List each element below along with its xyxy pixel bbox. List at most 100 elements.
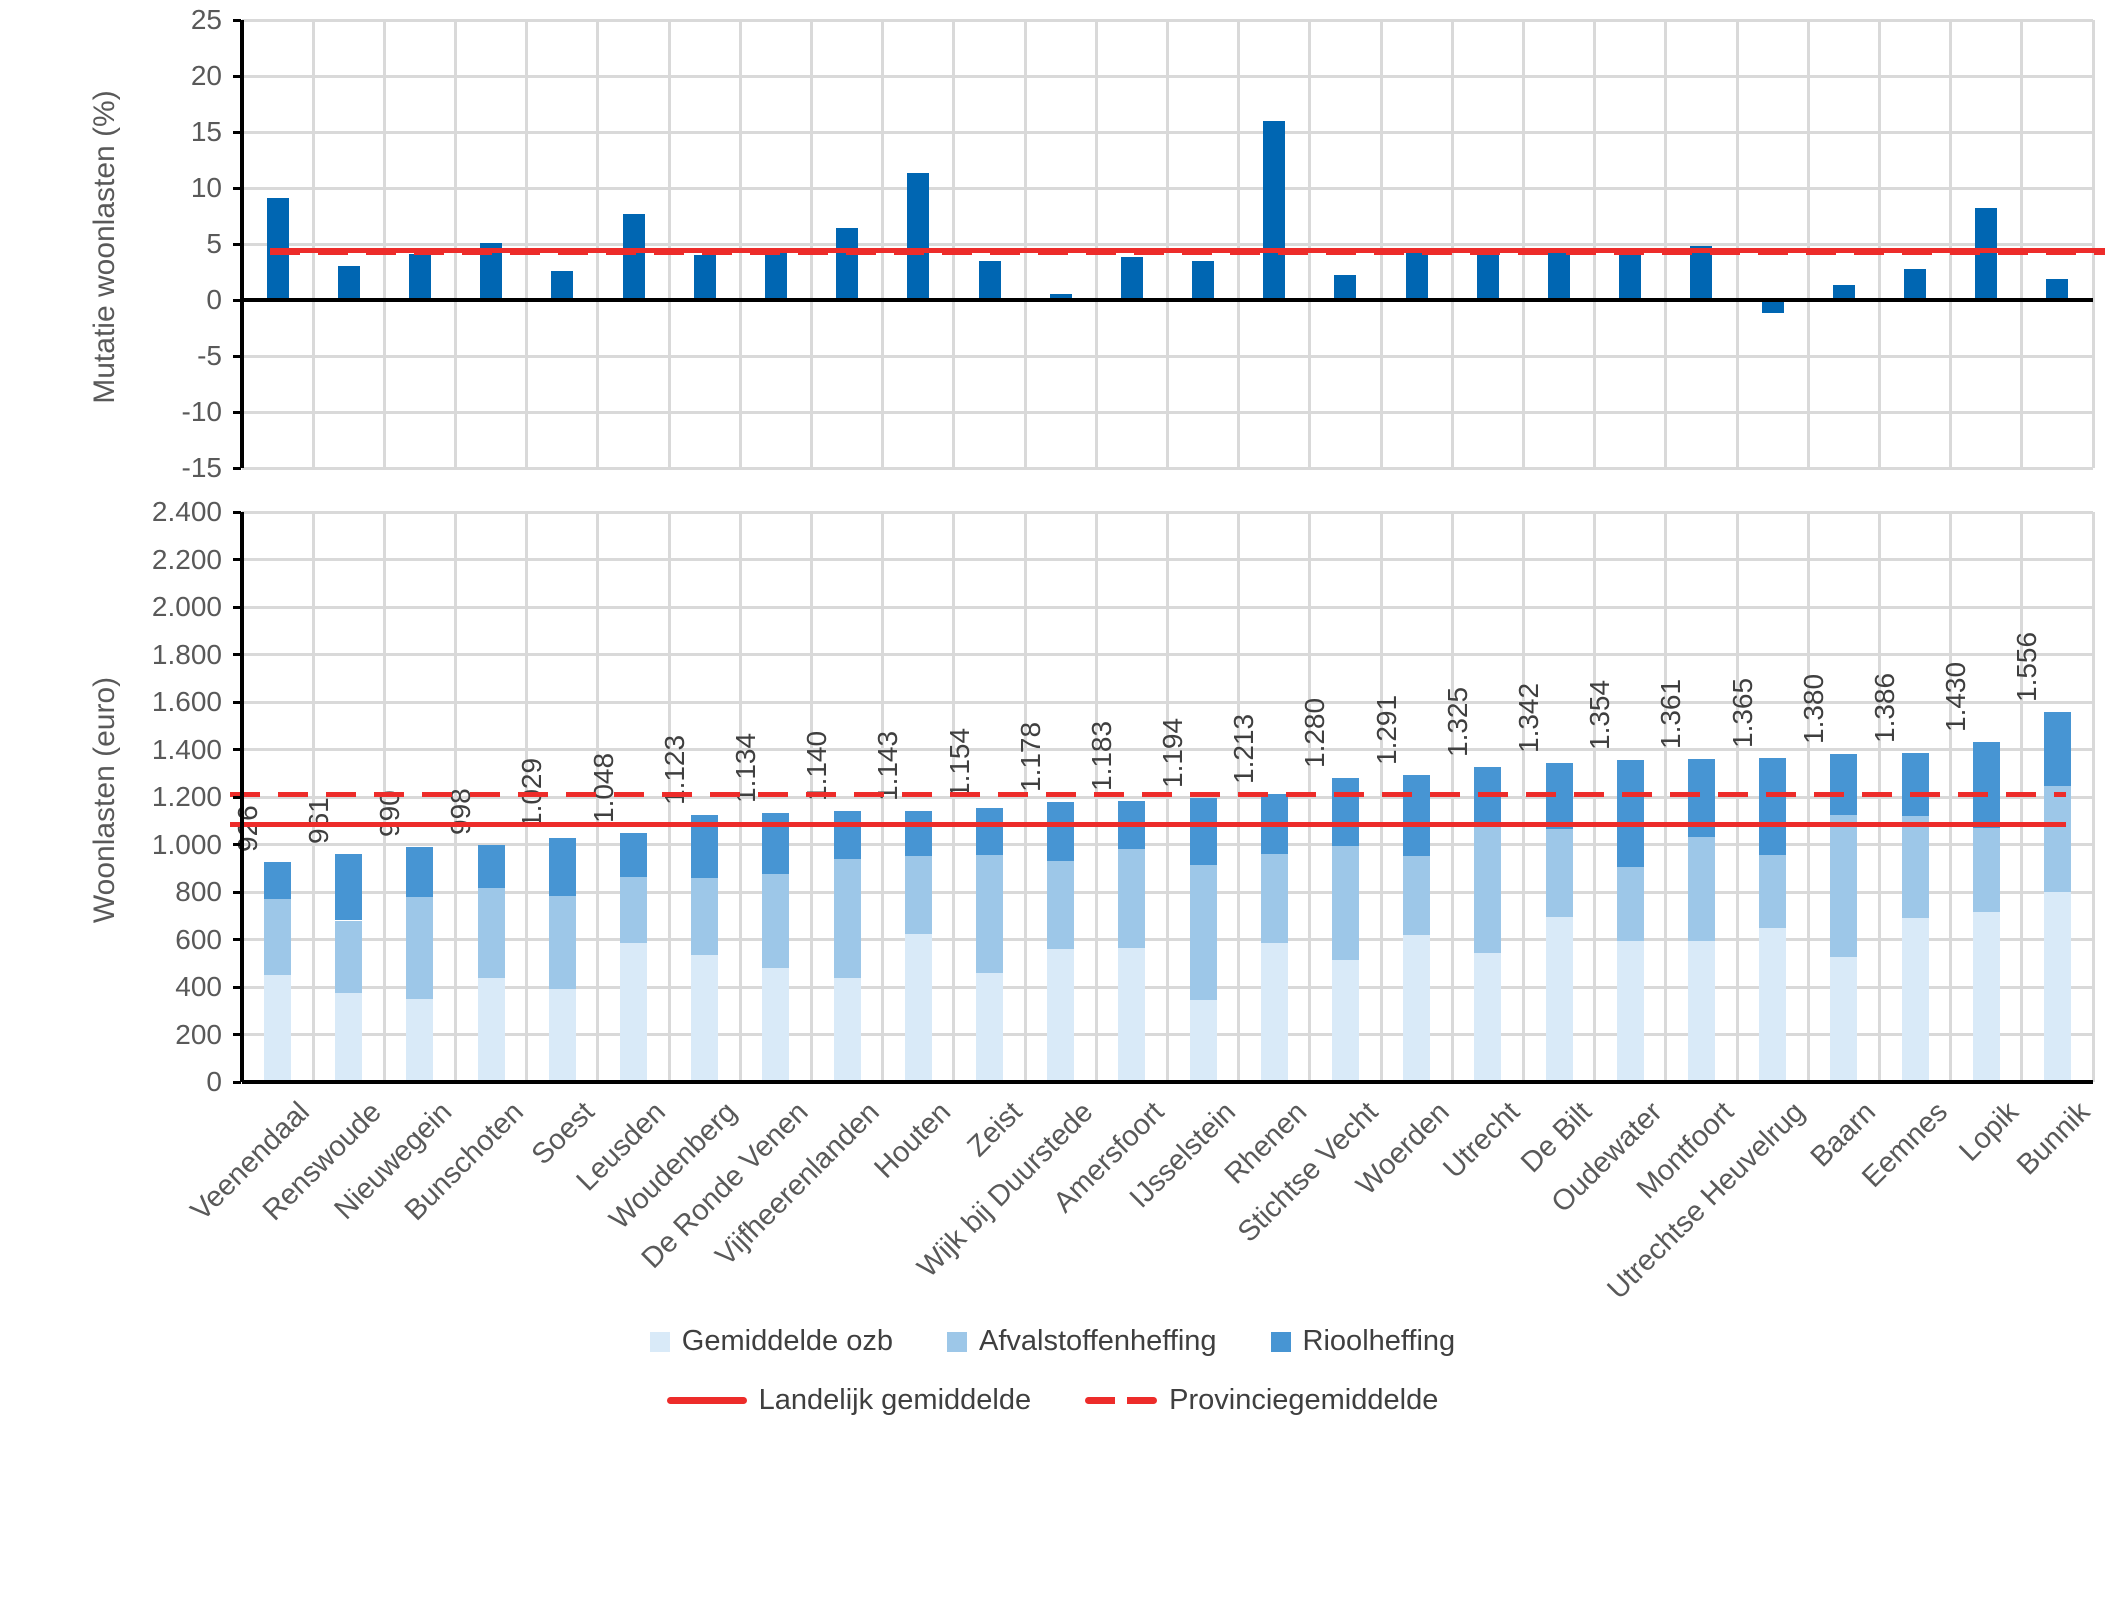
bar-total-label: 1.291 [1370, 695, 1402, 766]
y-tick-label: 2.200 [151, 543, 222, 575]
bar-segment-rioolheffing [1331, 778, 1359, 846]
bar-segment-gemiddelde-ozb [1545, 916, 1573, 1082]
bar-segment-gemiddelde-ozb [1047, 949, 1075, 1082]
gridline [952, 20, 956, 468]
y-tick-label: 400 [175, 971, 222, 1002]
bar-segment-afvalstoffenheffing [1403, 856, 1431, 935]
gridline [1379, 20, 1383, 468]
axis-tick [233, 354, 241, 358]
gridline [1593, 20, 1597, 468]
bar-rhenen [1263, 120, 1286, 300]
bar-baarn [1832, 285, 1855, 300]
y-tick-label: 25 [190, 4, 222, 35]
axis-tick [233, 510, 241, 514]
bar-segment-rioolheffing [1403, 775, 1431, 857]
gridline [667, 20, 671, 468]
bar-segment-afvalstoffenheffing [1331, 845, 1359, 960]
bar-segment-afvalstoffenheffing [904, 856, 932, 934]
bar-segment-rioolheffing [1830, 754, 1858, 815]
bar-segment-gemiddelde-ozb [762, 968, 790, 1082]
bar-segment-gemiddelde-ozb [1759, 927, 1787, 1082]
y-tick-label: 2.400 [151, 496, 222, 527]
gridline [1166, 20, 1169, 468]
axis-tick [233, 242, 241, 246]
gridline [596, 20, 600, 468]
legend-label: Afvalstoffenheffing [978, 1325, 1217, 1357]
bar-segment-gemiddelde-ozb [620, 943, 648, 1082]
gridline [1450, 20, 1454, 468]
axis-tick [233, 938, 241, 941]
axis-tick [233, 653, 241, 656]
bar-woerden [1405, 248, 1428, 300]
legend-item-gemiddelde-ozb: Gemiddelde ozb [649, 1325, 893, 1358]
zero-axis-line [242, 298, 2093, 302]
gridline [1023, 20, 1027, 468]
bar-segment-afvalstoffenheffing [833, 858, 861, 978]
bar-segment-rioolheffing [477, 844, 505, 889]
bar-total-label: 1.361 [1655, 678, 1687, 749]
ref-line-landelijk-gemiddelde [270, 248, 2105, 254]
bar-segment-afvalstoffenheffing [2043, 786, 2071, 892]
woonlasten-plot-area: 9269619909981.0291.0481.1231.1341.1401.1… [230, 510, 2095, 1084]
bar-eemnes [1904, 268, 1927, 300]
bar-segment-afvalstoffenheffing [1118, 849, 1146, 948]
bar-segment-afvalstoffenheffing [762, 874, 790, 968]
bar-segment-gemiddelde-ozb [548, 989, 576, 1082]
gridline [2020, 20, 2024, 468]
gridline [311, 20, 315, 468]
bar-segment-afvalstoffenheffing [620, 876, 648, 944]
bar-segment-rioolheffing [1189, 798, 1217, 865]
bar-segment-afvalstoffenheffing [406, 896, 434, 999]
bar-total-label: 1.386 [1869, 672, 1901, 743]
bar-de-bilt [1548, 252, 1571, 300]
bar-total-label: 1.380 [1797, 674, 1829, 745]
bar-zeist [978, 260, 1001, 300]
bar-oudewater [1619, 252, 1642, 300]
bar-segment-afvalstoffenheffing [1047, 861, 1075, 949]
gridline [810, 20, 814, 468]
axis-tick [233, 18, 241, 22]
y-tick-label: -5 [197, 340, 222, 371]
mutatie-woonlasten-plot-area [240, 18, 2105, 470]
axis-tick [233, 410, 241, 414]
legend-swatch-line [666, 1397, 747, 1404]
gridline [1237, 20, 1241, 468]
bar-segment-rioolheffing [904, 810, 932, 857]
axis-tick [233, 748, 241, 751]
bar-segment-rioolheffing [1047, 802, 1075, 862]
y-tick-label: 15 [190, 116, 222, 147]
bar-segment-rioolheffing [620, 833, 648, 877]
y-tick-label: 200 [175, 1018, 222, 1050]
bar-de-ronde-venen [764, 248, 787, 300]
bar-segment-afvalstoffenheffing [1545, 829, 1573, 917]
axis-tick [233, 130, 241, 134]
bar-nieuwegein [408, 254, 431, 300]
y-tick-label: 800 [175, 876, 222, 907]
legend-label: Rioolheffing [1302, 1325, 1456, 1357]
y-tick-label: 1.400 [151, 733, 222, 765]
axis-tick [233, 466, 241, 470]
bar-segment-gemiddelde-ozb [2043, 892, 2071, 1082]
bar-segment-rioolheffing [335, 853, 363, 921]
axis-tick [233, 186, 241, 190]
bar-segment-gemiddelde-ozb [1972, 912, 2000, 1082]
bar-segment-afvalstoffenheffing [477, 888, 505, 978]
bar-segment-rioolheffing [833, 811, 861, 859]
bar-segment-afvalstoffenheffing [1687, 837, 1715, 941]
bar-total-label: 990 [373, 790, 405, 837]
bar-houten [907, 173, 930, 300]
bar-total-label: 1.194 [1157, 718, 1189, 789]
bar-amersfoort [1120, 257, 1143, 300]
axis-tick [233, 605, 241, 609]
legend-row-1: Gemiddelde ozb Afvalstoffenheffing Rioolhe… [649, 1325, 1456, 1358]
bar-wijk-bij-duurstede [1049, 294, 1072, 300]
gridline [1521, 20, 1525, 468]
bar-segment-gemiddelde-ozb [1616, 940, 1644, 1082]
y-tick-label: -15 [181, 452, 222, 483]
bar-segment-rioolheffing [548, 837, 576, 896]
x-label-bunnik: Bunnik [2010, 1096, 2097, 1182]
gridline [1735, 20, 1739, 468]
bar-segment-afvalstoffenheffing [1830, 814, 1858, 958]
axis-tick [233, 74, 241, 78]
